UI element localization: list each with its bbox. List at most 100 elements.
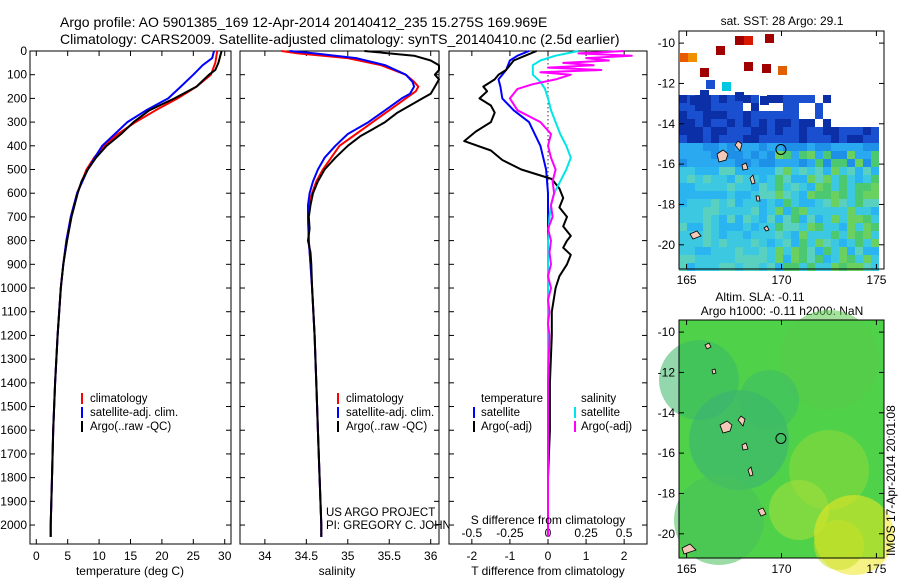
- sst-cell: [679, 207, 687, 215]
- sst-cell: [855, 207, 863, 215]
- sst-cell: [735, 151, 743, 159]
- x-tick-label: 5: [64, 549, 71, 563]
- sst-cell: [751, 223, 759, 231]
- sst-cell: [823, 159, 831, 167]
- sst-cell: [687, 119, 695, 127]
- sst-cell: [831, 207, 839, 215]
- sst-cell: [767, 127, 775, 135]
- sst-cell: [783, 159, 791, 167]
- sst-cell: [687, 175, 695, 183]
- sst-cell: [759, 183, 767, 191]
- sst-cell: [711, 167, 719, 175]
- sst-cell: [775, 239, 783, 247]
- sst-cell: [815, 167, 823, 175]
- sst-cell: [775, 191, 783, 199]
- depth-tick-label: 300: [7, 115, 27, 129]
- sst-cell: [831, 183, 839, 191]
- x-tick-label: 0: [33, 549, 40, 563]
- sst-cell: [855, 127, 863, 135]
- sst-cell: [855, 223, 863, 231]
- sst-cell: [791, 223, 799, 231]
- sst-cell: [807, 223, 815, 231]
- sst-cell: [727, 239, 735, 247]
- sst-cell: [791, 143, 799, 151]
- sst-cell: [751, 255, 759, 263]
- lon-tick-label: 165: [677, 273, 697, 287]
- sst-cell: [743, 207, 751, 215]
- sst-cell: [839, 231, 847, 239]
- sst-cell: [687, 127, 695, 135]
- temperature-series: [49, 50, 223, 537]
- sst-cell: [727, 255, 735, 263]
- sst-cell: [679, 231, 687, 239]
- sst-cell: [839, 215, 847, 223]
- sst-cell: [735, 167, 743, 175]
- sst-cell: [735, 127, 743, 135]
- sst-cell: [823, 215, 831, 223]
- sst-cell: [727, 127, 735, 135]
- sst-cell: [791, 127, 799, 135]
- sst-cell: [700, 90, 709, 99]
- x-tick-label: 0: [545, 549, 552, 563]
- sst-cell: [759, 223, 767, 231]
- sst-cell: [855, 255, 863, 263]
- sst-cell: [703, 215, 711, 223]
- sst-cell: [791, 111, 799, 119]
- sst-cell: [823, 95, 831, 103]
- sst-cell: [839, 255, 847, 263]
- depth-tick-label: 1500: [0, 400, 27, 414]
- sst-cell: [695, 175, 703, 183]
- sst-cell: [775, 215, 783, 223]
- sst-cell: [815, 231, 823, 239]
- sst-cell: [807, 231, 815, 239]
- sst-cell: [695, 247, 703, 255]
- x2-tick-label: -0.25: [496, 526, 524, 540]
- sst-cell: [719, 183, 727, 191]
- sst-cell: [863, 247, 871, 255]
- sst-cell: [703, 127, 711, 135]
- depth-tick-label: 1400: [0, 376, 27, 390]
- x-tick-label: -1: [505, 549, 516, 563]
- sst-cell: [775, 199, 783, 207]
- sst-cell: [735, 239, 743, 247]
- x2-tick-label: 0.5: [616, 526, 633, 540]
- sst-cell: [807, 199, 815, 207]
- island-shape: [719, 420, 733, 434]
- sst-cell: [831, 215, 839, 223]
- figure-title-line2: Climatology: CARS2009. Satellite-adjuste…: [60, 31, 620, 47]
- sst-cell: [871, 135, 879, 143]
- island-shape: [681, 543, 697, 555]
- sst-cell: [799, 175, 807, 183]
- sst-cell: [823, 255, 831, 263]
- sst-cell: [711, 159, 719, 167]
- sst-cell: [735, 111, 743, 119]
- sst-cell: [871, 183, 879, 191]
- x-tick-label: 35: [341, 549, 355, 563]
- sst-cell: [871, 143, 879, 151]
- sst-cell: [799, 167, 807, 175]
- sst-cell: [871, 175, 879, 183]
- sst-cell: [759, 199, 767, 207]
- sla-anomaly-blob: [769, 480, 829, 540]
- sst-cell: [783, 183, 791, 191]
- sst-cell: [823, 247, 831, 255]
- sst-cell: [815, 191, 823, 199]
- sst-cell: [791, 231, 799, 239]
- sst-cell: [700, 68, 709, 77]
- sst-cell: [823, 263, 831, 271]
- sst-cell: [703, 207, 711, 215]
- sst-cell: [767, 255, 775, 263]
- sst-cell: [719, 127, 727, 135]
- sst-cell: [735, 223, 743, 231]
- depth-tick-label: 400: [7, 139, 27, 153]
- depth-tick-label: 1000: [0, 281, 27, 295]
- sst-cell: [815, 175, 823, 183]
- sst-cell: [799, 239, 807, 247]
- lat-tick-label: -14: [658, 406, 676, 420]
- sst-cell: [863, 159, 871, 167]
- sst-cell: [743, 167, 751, 175]
- sst-cell: [855, 175, 863, 183]
- sst-cell: [695, 103, 703, 111]
- sst-cell: [727, 263, 735, 271]
- sst-cell: [679, 247, 687, 255]
